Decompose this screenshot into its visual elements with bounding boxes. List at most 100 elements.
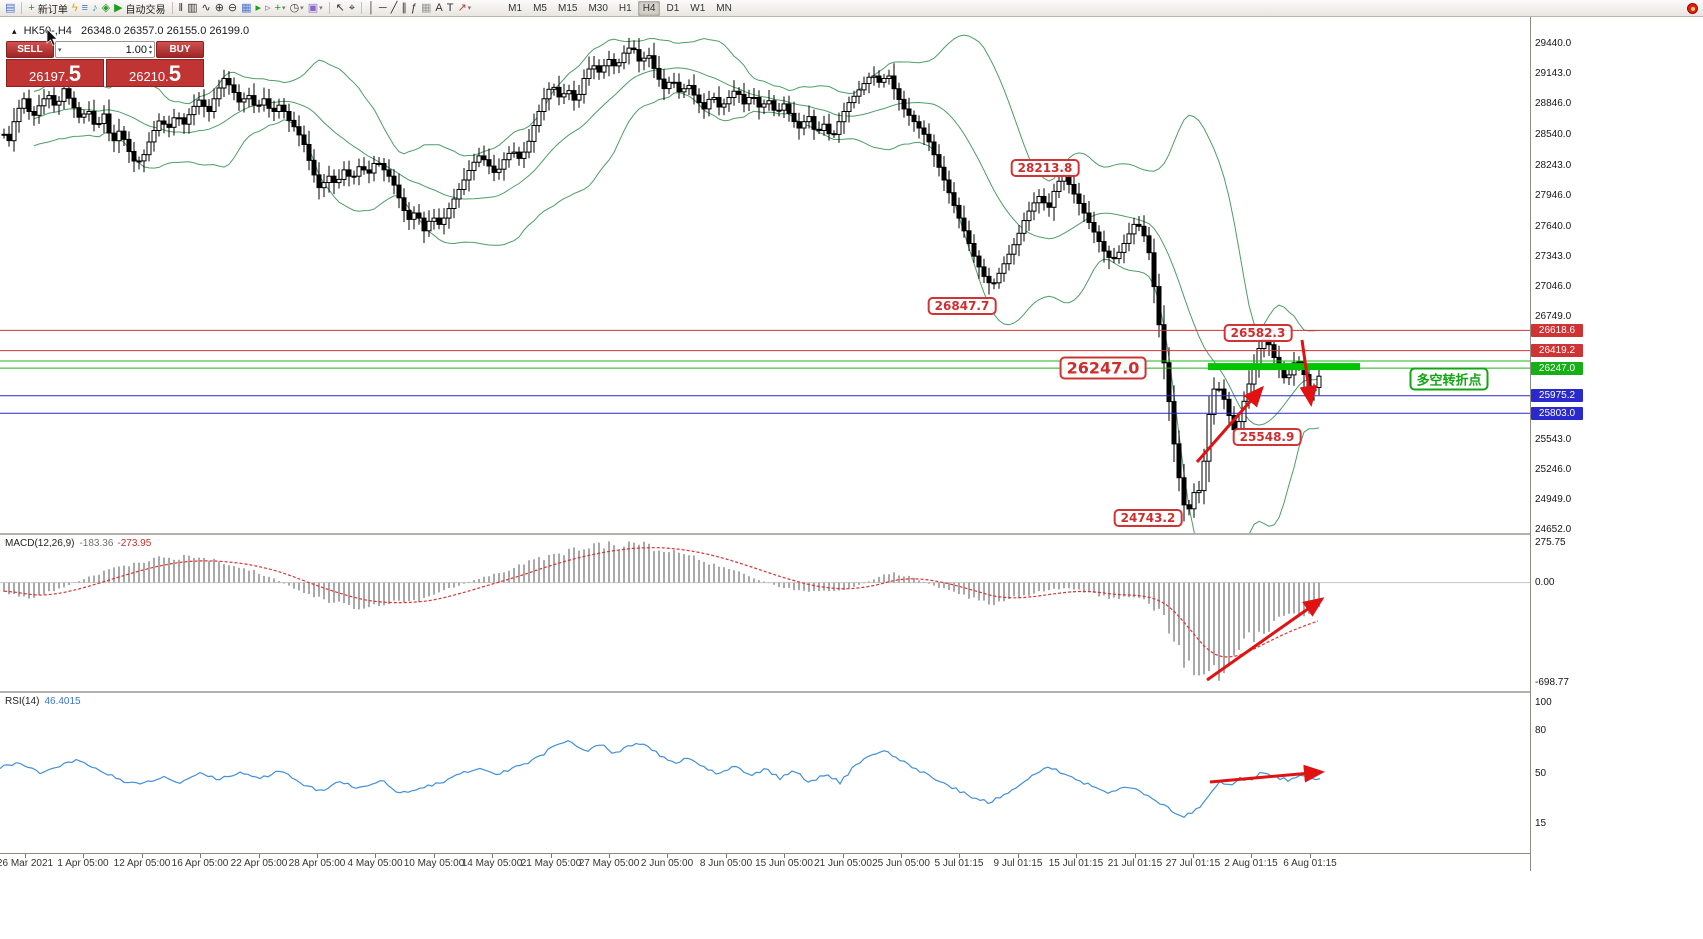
bars-chart-icon[interactable]: ‖ (177, 1, 186, 16)
macd-scale-label: 0.00 (1535, 576, 1555, 588)
channel-tool-icon[interactable]: ∥ (399, 1, 409, 16)
vertical-line-tool-icon[interactable]: │ (366, 1, 377, 16)
sell-price[interactable]: 26197. 5 (6, 59, 104, 87)
time-axis-tick (317, 854, 318, 858)
vertical-line-tool-icon-glyph: │ (368, 1, 375, 14)
fibonacci-tool-icon[interactable]: ƒ (409, 1, 419, 16)
zoom-in-icon[interactable]: ⊕ (213, 1, 226, 16)
horizontal-line-tool-icon[interactable]: ─ (377, 1, 389, 16)
axis-price-label: 28243.0 (1535, 159, 1572, 171)
crosshair-tool-icon[interactable]: ⌖ (347, 1, 357, 16)
volume-down-icon[interactable]: ▾ (148, 49, 152, 56)
sell-button[interactable]: SELL (6, 41, 54, 58)
market-watch-icon[interactable]: ◈ (100, 1, 112, 16)
grid-tool-icon[interactable]: ▦ (419, 1, 433, 16)
time-axis-label: 9 Jul 01:15 (993, 858, 1043, 869)
timeframe-button-W1[interactable]: W1 (690, 2, 706, 14)
rsi-canvas[interactable] (0, 693, 1530, 853)
indicators-menu-icon[interactable]: + ▾ (273, 1, 288, 16)
price-tag: 26618.6 (1531, 323, 1583, 337)
macd-canvas[interactable] (0, 535, 1530, 691)
sell-price-int: 26197. (28, 69, 69, 84)
price-annotation[interactable]: 24743.2 (1113, 509, 1183, 527)
time-axis-tick (434, 854, 435, 858)
volume-up-icon[interactable]: ▴ (148, 43, 152, 50)
chart-title: ▴▴ HK50-,H4 26348.0 26357.0 26155.0 2619… (8, 25, 249, 37)
chart-window-icon[interactable]: ▤ (3, 1, 17, 16)
time-axis-label: 12 Apr 05:00 (113, 858, 171, 869)
timeframe-button-M1[interactable]: M1 (508, 2, 523, 14)
volume-input[interactable] (63, 43, 147, 56)
time-axis-label: 6 Aug 01:15 (1283, 858, 1337, 869)
new-order-button[interactable]: + 新订单 (26, 1, 69, 16)
grid-tool-icon-glyph: ▦ (420, 1, 432, 14)
timeframe-button-M15[interactable]: M15 (557, 2, 578, 14)
price-tag: 26247.0 (1531, 361, 1583, 375)
pane-divider[interactable] (0, 691, 1530, 693)
tile-windows-icon[interactable]: ▦ (239, 1, 253, 16)
auto-trading-button[interactable]: ▶ 自动交易 (112, 1, 167, 16)
price-axis[interactable]: 29440.0 29143.0 28846.0 28540.0 28243.0 27946… (1530, 17, 1600, 871)
time-axis-label: 15 Jul 01:15 (1048, 858, 1104, 869)
time-axis[interactable]: 26 Mar 2021 1 Apr 05:00 12 Apr 05:00 16 Apr… (0, 853, 1530, 871)
axis-price-label: 27640.0 (1535, 220, 1572, 232)
periods-menu-icon[interactable]: ◷ ▾ (288, 1, 306, 16)
line-chart-icon[interactable]: ∿ (199, 1, 212, 16)
note-annotation[interactable]: 多空转折点 (1409, 367, 1489, 391)
price-annotation[interactable]: 26582.3 (1223, 324, 1293, 342)
price-annotation[interactable]: 28213.8 (1010, 159, 1080, 177)
sounds-icon-glyph: ♪ (92, 1, 98, 14)
timeframe-button-M30[interactable]: M30 (588, 2, 608, 14)
market-depth-icon[interactable]: ≡ (80, 1, 90, 16)
price-annotation[interactable]: 26247.0 (1059, 356, 1147, 380)
chart-shift-icon[interactable]: ▹ (263, 1, 273, 16)
rsi-pane[interactable]: RSI(14) 46.4015 (0, 693, 1530, 853)
price-annotation[interactable]: 26847.7 (927, 297, 997, 315)
zoom-out-icon[interactable]: ⊖ (226, 1, 239, 16)
cursor-tool-icon[interactable]: ↖ (334, 1, 347, 16)
axis-price-label: 24652.0 (1535, 524, 1572, 535)
mouse-cursor (46, 29, 58, 46)
chart-window-icon-glyph: ▤ (5, 1, 16, 14)
price-chart-pane[interactable]: ▴▴ HK50-,H4 26348.0 26357.0 26155.0 2619… (0, 17, 1530, 533)
collapse-icon[interactable]: ▴ (12, 26, 17, 36)
sounds-icon[interactable]: ♪ (90, 1, 100, 16)
auto-scroll-icon[interactable]: ▸ (254, 1, 264, 16)
timeframe-button-H4[interactable]: H4 (637, 0, 661, 16)
indicators-menu-icon-dropdown[interactable]: ▾ (282, 5, 286, 12)
templates-menu-icon[interactable]: ▣ ▾ (306, 1, 325, 16)
periods-menu-icon-dropdown[interactable]: ▾ (300, 5, 304, 12)
arrows-tool-icon-dropdown[interactable]: ▾ (467, 5, 472, 12)
text-label-tool-icon[interactable]: T (445, 1, 456, 16)
new-order-icon: + (28, 1, 35, 14)
price-tag: 26419.2 (1531, 344, 1583, 358)
time-axis-tick (1251, 854, 1252, 858)
quick-trade-icon[interactable]: ϟ (70, 1, 80, 16)
time-axis-tick (375, 854, 376, 858)
buy-price-frac: 5 (168, 61, 181, 86)
candles-chart-icon[interactable]: ▥ (185, 1, 199, 16)
buy-price[interactable]: 26210. 5 (106, 59, 204, 87)
pane-divider[interactable] (0, 533, 1530, 535)
zoom-in-icon-glyph: ⊕ (214, 1, 224, 14)
templates-menu-icon-dropdown[interactable]: ▾ (319, 5, 323, 12)
axis-price-label: 29143.0 (1535, 68, 1572, 80)
timeframe-button-D1[interactable]: D1 (666, 2, 680, 14)
rsi-scale-label: 100 (1535, 697, 1552, 708)
timeframe-button-H1[interactable]: H1 (618, 2, 632, 14)
zoom-out-icon-glyph: ⊖ (227, 1, 238, 14)
price-annotation[interactable]: 25548.9 (1232, 428, 1302, 446)
buy-button[interactable]: BUY (156, 41, 204, 58)
text-tool-icon[interactable]: A (433, 1, 444, 16)
volume-dropdown-icon[interactable]: ▾ (58, 46, 62, 54)
arrows-tool-icon[interactable]: ↗ ▾ (455, 1, 473, 16)
time-axis-label: 16 Apr 05:00 (171, 858, 229, 869)
price-tag: 25803.0 (1531, 406, 1583, 420)
timeframe-button-MN[interactable]: MN (716, 2, 732, 14)
price-chart-canvas[interactable] (0, 17, 1530, 533)
cursor-tool-icon-glyph: ↖ (335, 1, 345, 14)
macd-pane[interactable]: MACD(12,26,9) -183.36 -273.95 (0, 535, 1530, 691)
volume-control: ▾ ▴▾ (55, 41, 155, 58)
trendline-tool-icon[interactable]: ╱ (389, 1, 400, 16)
timeframe-button-M5[interactable]: M5 (533, 2, 547, 14)
